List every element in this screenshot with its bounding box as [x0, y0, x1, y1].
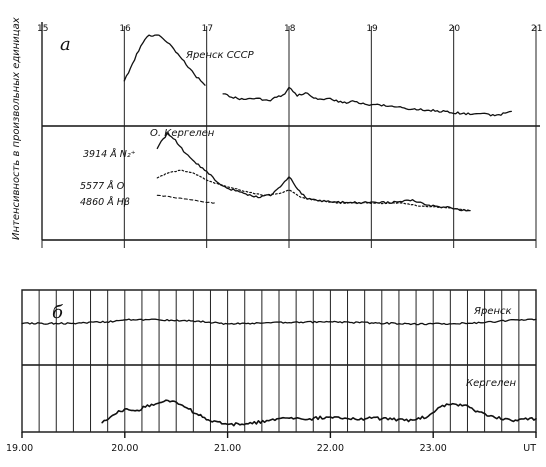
panel-b-x-tick-label: 20.00 [111, 443, 138, 454]
panel-b-x-tick-label: 23.00 [420, 443, 447, 454]
panel-b-time-grid [21, 290, 537, 432]
trace-kerguelen-2 [156, 194, 216, 204]
panel-b-x-tick-label: UT [523, 443, 536, 454]
series-label-4860: 4860 Å Hβ [80, 196, 130, 208]
panel-a: 15 16 17 18 19 20 21 а Интенсивность в произво… [11, 17, 542, 248]
series-label-kerguelen-b: Кергелен [466, 378, 517, 389]
panel-a-letter: а [60, 34, 71, 55]
panel-a-hour-label: 17 [202, 24, 213, 34]
trace-kerguelen-b [101, 399, 537, 427]
panel-a-hour-label: 21 [531, 24, 542, 34]
panel-b-x-ticks: 19.00 20.00 21.00 22.00 23.00 UT [6, 432, 537, 454]
panel-b-traces [21, 318, 537, 427]
panel-b-x-tick-label: 22.00 [317, 443, 344, 454]
panel-a-hour-label: 19 [366, 24, 378, 34]
panel-b-x-tick-label: 19.00 [6, 443, 33, 454]
panel-a-hour-label: 20 [449, 24, 461, 34]
group-label-kerguelen: О. Кергелен [150, 128, 215, 139]
panel-b-x-tick-label: 21.00 [214, 443, 241, 454]
trace-yarensk-0 [123, 34, 512, 117]
panel-b: 19.00 20.00 21.00 22.00 23.00 UT б Яренск Кер… [6, 289, 537, 454]
panel-a-hour-label: 15 [37, 24, 48, 34]
panel-a-traces [123, 34, 512, 212]
trace-yarensk-b [21, 318, 537, 326]
panel-b-letter: б [52, 302, 64, 323]
trace-kerguelen-0 [156, 132, 471, 212]
trace-kerguelen-1 [156, 169, 471, 212]
panel-a-hour-label: 18 [284, 24, 296, 34]
group-label-yarensk: Яренск СССР [185, 50, 255, 61]
y-axis-label: Интенсивность в произвольных единицах [11, 17, 22, 240]
series-label-5577: 5577 Å O [80, 180, 125, 192]
panel-a-hour-markers: 15 16 17 18 19 20 21 [37, 24, 542, 248]
series-label-3914: 3914 Å N₂⁺ [83, 148, 136, 160]
series-label-yarensk-b: Яренск [473, 306, 512, 317]
panel-a-hour-label: 16 [119, 24, 131, 34]
